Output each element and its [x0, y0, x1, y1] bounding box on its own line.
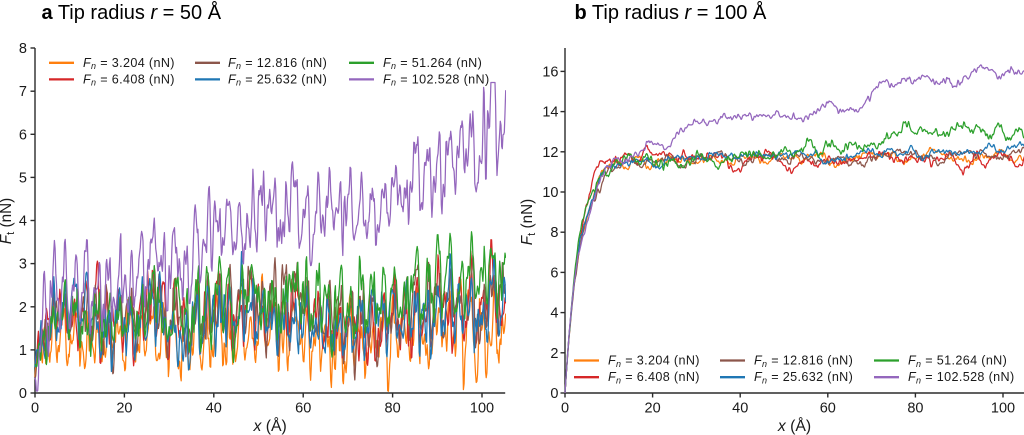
svg-text:40: 40 — [732, 401, 748, 417]
svg-text:Fn = 25.632 (nN): Fn = 25.632 (nN) — [228, 72, 327, 87]
svg-text:Fn = 102.528 (nN): Fn = 102.528 (nN) — [908, 370, 1015, 385]
svg-text:16: 16 — [542, 64, 558, 80]
svg-text:Fn = 3.204 (nN): Fn = 3.204 (nN) — [83, 56, 175, 71]
svg-text:0: 0 — [19, 386, 27, 402]
svg-text:6: 6 — [550, 265, 558, 281]
svg-text:6: 6 — [19, 127, 27, 143]
svg-text:100: 100 — [991, 401, 1015, 417]
svg-text:Fn = 102.528 (nN): Fn = 102.528 (nN) — [383, 72, 490, 87]
svg-text:4: 4 — [19, 214, 27, 230]
svg-text:100: 100 — [470, 401, 494, 417]
svg-text:60: 60 — [295, 401, 311, 417]
svg-text:8: 8 — [550, 225, 558, 241]
svg-text:40: 40 — [206, 401, 222, 417]
svg-text:0: 0 — [550, 386, 558, 402]
svg-text:1: 1 — [19, 343, 27, 359]
svg-text:2: 2 — [19, 300, 27, 316]
svg-text:4: 4 — [550, 306, 558, 322]
svg-text:x (Å): x (Å) — [252, 416, 286, 435]
svg-text:a Tip radius r = 50 Å: a Tip radius r = 50 Å — [42, 1, 222, 24]
svg-text:5: 5 — [19, 170, 27, 186]
svg-text:10: 10 — [542, 185, 558, 201]
svg-text:80: 80 — [907, 401, 923, 417]
svg-text:7: 7 — [19, 84, 27, 100]
svg-text:Fn = 51.264 (nN): Fn = 51.264 (nN) — [908, 354, 1007, 369]
svg-text:Fn = 3.204 (nN): Fn = 3.204 (nN) — [608, 354, 700, 369]
svg-text:20: 20 — [645, 401, 661, 417]
svg-text:Fn = 12.816 (nN): Fn = 12.816 (nN) — [754, 354, 853, 369]
svg-text:Fn = 25.632 (nN): Fn = 25.632 (nN) — [754, 370, 853, 385]
svg-text:12: 12 — [542, 145, 558, 161]
svg-text:0: 0 — [561, 401, 569, 417]
svg-text:8: 8 — [19, 41, 27, 57]
svg-text:b Tip radius r = 100 Å: b Tip radius r = 100 Å — [575, 1, 767, 24]
svg-text:14: 14 — [542, 105, 558, 121]
svg-text:20: 20 — [116, 401, 132, 417]
svg-text:Fn = 51.264 (nN): Fn = 51.264 (nN) — [383, 56, 482, 71]
svg-text:x (Å): x (Å) — [777, 416, 811, 435]
svg-text:Fn = 12.816 (nN): Fn = 12.816 (nN) — [228, 56, 327, 71]
svg-text:Ft (nN): Ft (nN) — [519, 199, 538, 245]
svg-text:Ft (nN): Ft (nN) — [0, 198, 17, 244]
svg-text:3: 3 — [19, 257, 27, 273]
svg-text:80: 80 — [385, 401, 401, 417]
svg-text:60: 60 — [820, 401, 836, 417]
svg-text:Fn = 6.408 (nN): Fn = 6.408 (nN) — [83, 72, 175, 87]
svg-text:Fn = 6.408 (nN): Fn = 6.408 (nN) — [608, 370, 700, 385]
svg-text:2: 2 — [550, 346, 558, 362]
svg-text:0: 0 — [31, 401, 39, 417]
